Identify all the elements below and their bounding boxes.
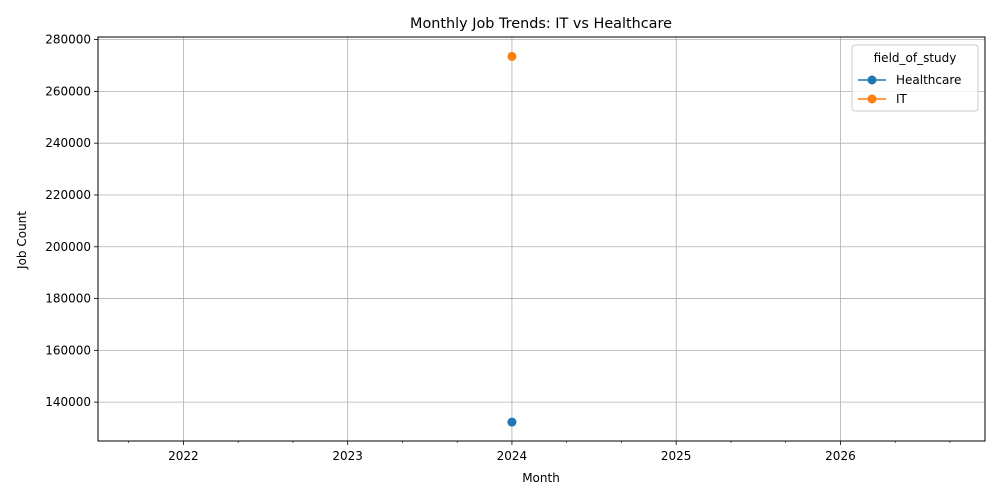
- plot-area: [97, 36, 986, 442]
- legend-entries: Healthcare IT: [858, 73, 961, 106]
- y-tick-label: 240000: [45, 136, 91, 150]
- series-points: [507, 51, 517, 427]
- chart-title: Monthly Job Trends: IT vs Healthcare: [410, 16, 672, 32]
- x-tick-label: 2022: [168, 449, 199, 463]
- y-tick-label: 280000: [45, 33, 91, 47]
- legend: field_of_study Healthcare IT: [851, 44, 979, 112]
- data-point-it: [507, 51, 517, 61]
- x-tick-label: 2024: [497, 449, 528, 463]
- legend-label-it: IT: [896, 92, 908, 106]
- grid-lines: [98, 37, 985, 441]
- y-tick-label: 140000: [45, 395, 91, 409]
- legend-box: [851, 44, 979, 112]
- x-tick-label: 2026: [825, 449, 856, 463]
- y-tick-label: 220000: [45, 188, 91, 202]
- x-tick-label: 2025: [661, 449, 692, 463]
- legend-marker-it: [867, 94, 877, 104]
- plot-frame: [97, 36, 986, 442]
- y-tick-label: 260000: [45, 84, 91, 98]
- y-tick-label: 160000: [45, 343, 91, 357]
- legend-marker-healthcare: [867, 75, 877, 85]
- y-tick-label: 180000: [45, 292, 91, 306]
- x-axis: 2022 2023 2024 2025 2026: [128, 441, 951, 463]
- data-point-healthcare: [507, 417, 517, 427]
- y-tick-label: 200000: [45, 240, 91, 254]
- legend-title: field_of_study: [874, 51, 957, 65]
- y-axis: 140000 160000 180000 200000 220000 240000 2600…: [45, 33, 98, 409]
- x-tick-label: 2023: [332, 449, 363, 463]
- legend-label-healthcare: Healthcare: [896, 73, 961, 87]
- y-axis-label: Job Count: [15, 211, 29, 270]
- x-axis-label: Month: [522, 471, 560, 485]
